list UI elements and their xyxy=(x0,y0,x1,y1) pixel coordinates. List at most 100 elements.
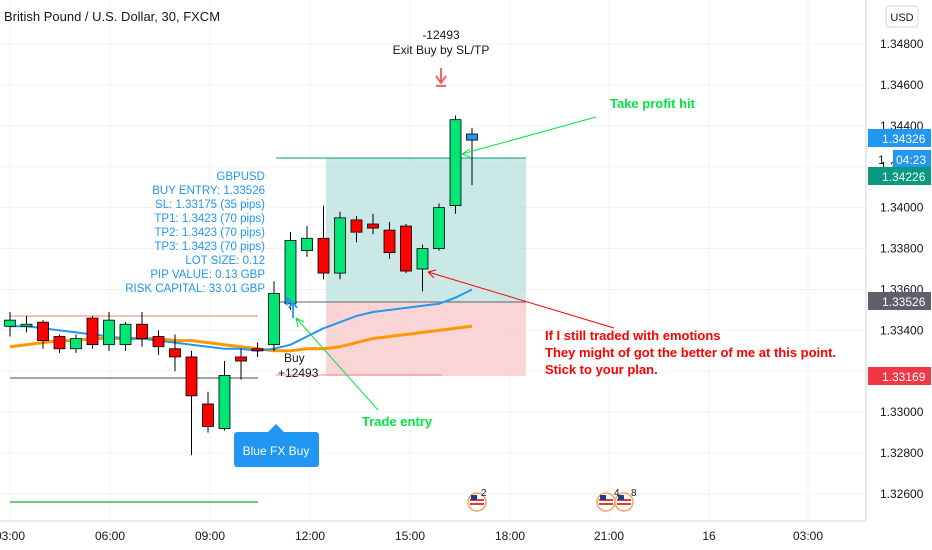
symbol-title: British Pound / U.S. Dollar, 30, FXCM xyxy=(4,9,220,24)
candle-body xyxy=(169,348,181,358)
emotions-pointer-head xyxy=(427,269,437,279)
candle[interactable] xyxy=(53,334,66,353)
candle[interactable] xyxy=(185,350,198,456)
candle[interactable] xyxy=(284,232,297,310)
trade-entry-pointer[interactable] xyxy=(295,317,379,411)
candle[interactable] xyxy=(218,361,231,431)
candle[interactable] xyxy=(367,213,379,235)
entry-price-tag xyxy=(868,292,931,310)
candle[interactable] xyxy=(103,311,115,351)
buy-amount: +12493 xyxy=(278,366,319,380)
event-1-count: 2 xyxy=(481,488,487,499)
candle[interactable] xyxy=(235,348,247,380)
economic-event-1[interactable]: 2 xyxy=(467,488,487,512)
candle-body xyxy=(317,237,330,274)
candle-body xyxy=(334,217,346,274)
time-axis[interactable]: 03:00 06:00 09:00 12:00 15:00 18:00 21:00 16 03:… xyxy=(0,520,866,543)
hidden-price-digit: 1 xyxy=(878,153,885,167)
entry-flag-icon xyxy=(286,296,292,306)
candle[interactable] xyxy=(20,316,33,333)
event-2-count-a: 4 xyxy=(614,488,620,499)
candle-body xyxy=(235,356,247,362)
trade-info-line: TP3: 1.3423 (70 pips) xyxy=(154,241,265,253)
candle-body xyxy=(119,323,132,346)
emotions-line-3: Stick to your plan. xyxy=(545,362,658,377)
candle-body xyxy=(185,356,198,397)
candle[interactable] xyxy=(416,244,429,292)
take-profit-pointer-head xyxy=(461,148,471,158)
candle[interactable] xyxy=(383,221,396,259)
last-price-tag xyxy=(868,129,931,147)
take-profit-pointer[interactable] xyxy=(461,116,597,155)
trade-info-line: PIP VALUE: 0.13 GBP xyxy=(150,269,265,281)
emotions-line-1: If I still traded with emotions xyxy=(545,328,721,343)
price-axis[interactable]: USD 1.348001.346001.344001.342001.340001… xyxy=(865,0,932,521)
blue-fx-buy-label: Blue FX Buy xyxy=(243,444,310,458)
loss-zone xyxy=(326,302,526,376)
exit-amount: -12493 xyxy=(422,28,460,42)
currency-button[interactable] xyxy=(885,5,919,28)
candle-body xyxy=(284,239,297,305)
candle-body xyxy=(433,207,445,249)
candle[interactable] xyxy=(136,311,148,347)
candle[interactable] xyxy=(202,391,214,433)
candle-body xyxy=(350,219,363,233)
candle[interactable] xyxy=(251,342,264,357)
candle[interactable] xyxy=(86,316,99,349)
blue-fx-buy-signal[interactable]: Blue FX Buy xyxy=(234,424,319,467)
trade-info-line: GBPUSD xyxy=(216,171,265,183)
candle[interactable] xyxy=(152,330,165,355)
currency-button-label: USD xyxy=(890,12,913,24)
candle[interactable] xyxy=(37,320,49,349)
trade-entry-pointer-head xyxy=(295,317,305,328)
time-tick-label: 12:00 xyxy=(295,529,325,543)
buy-arrow-icon xyxy=(288,300,298,318)
exit-label: Exit Buy by SL/TP xyxy=(393,43,490,57)
candle[interactable] xyxy=(301,226,313,257)
candle-body xyxy=(103,319,115,346)
candles xyxy=(4,115,478,456)
candle-body xyxy=(416,248,429,270)
candle[interactable] xyxy=(317,205,330,280)
candle-body xyxy=(136,323,148,339)
candle-body xyxy=(70,338,82,350)
candle[interactable] xyxy=(400,224,412,274)
candle[interactable] xyxy=(119,322,132,351)
candle[interactable] xyxy=(350,215,363,243)
entry-price-label: 1.33526 xyxy=(882,295,926,309)
candle[interactable] xyxy=(4,311,16,337)
candle[interactable] xyxy=(70,334,82,353)
trade-info-line: TP1: 1.3423 (70 pips) xyxy=(154,213,265,225)
stop-loss-price-label: 1.33169 xyxy=(882,370,926,384)
candle[interactable] xyxy=(433,203,445,251)
signal-pointer-icon xyxy=(268,424,284,432)
time-tick-label: 09:00 xyxy=(195,529,225,543)
time-tick-label: 06:00 xyxy=(95,529,125,543)
countdown-label: 04:23 xyxy=(896,153,926,167)
exit-marker: -12493 Exit Buy by SL/TP xyxy=(393,28,490,87)
candle[interactable] xyxy=(466,127,478,186)
candle-body xyxy=(218,374,231,429)
exit-arrow-icon xyxy=(435,68,447,87)
candle[interactable] xyxy=(268,281,280,351)
economic-event-2[interactable]: 4 8 xyxy=(596,488,637,512)
candle-body xyxy=(20,323,33,327)
time-tick-label: 15:00 xyxy=(395,529,425,543)
time-tick-label: 18:00 xyxy=(495,529,525,543)
candle[interactable] xyxy=(334,211,346,280)
emotions-pointer[interactable] xyxy=(427,271,615,329)
candle-body xyxy=(37,321,49,341)
take-profit-price-label: 1.34226 xyxy=(882,170,926,184)
price-tick-label: 1.32800 xyxy=(880,446,924,460)
candle-body xyxy=(202,403,214,427)
candle[interactable] xyxy=(449,115,462,214)
candle-body xyxy=(400,225,412,272)
time-tick-label: 16 xyxy=(702,529,716,543)
time-tick-label: 21:00 xyxy=(594,529,624,543)
trade-info-line: LOT SIZE: 0.12 xyxy=(185,255,265,267)
candle[interactable] xyxy=(169,334,181,372)
candle-body xyxy=(152,336,165,348)
time-tick-label: 03:00 xyxy=(793,529,823,543)
price-tick-label: 1.33000 xyxy=(880,405,924,419)
